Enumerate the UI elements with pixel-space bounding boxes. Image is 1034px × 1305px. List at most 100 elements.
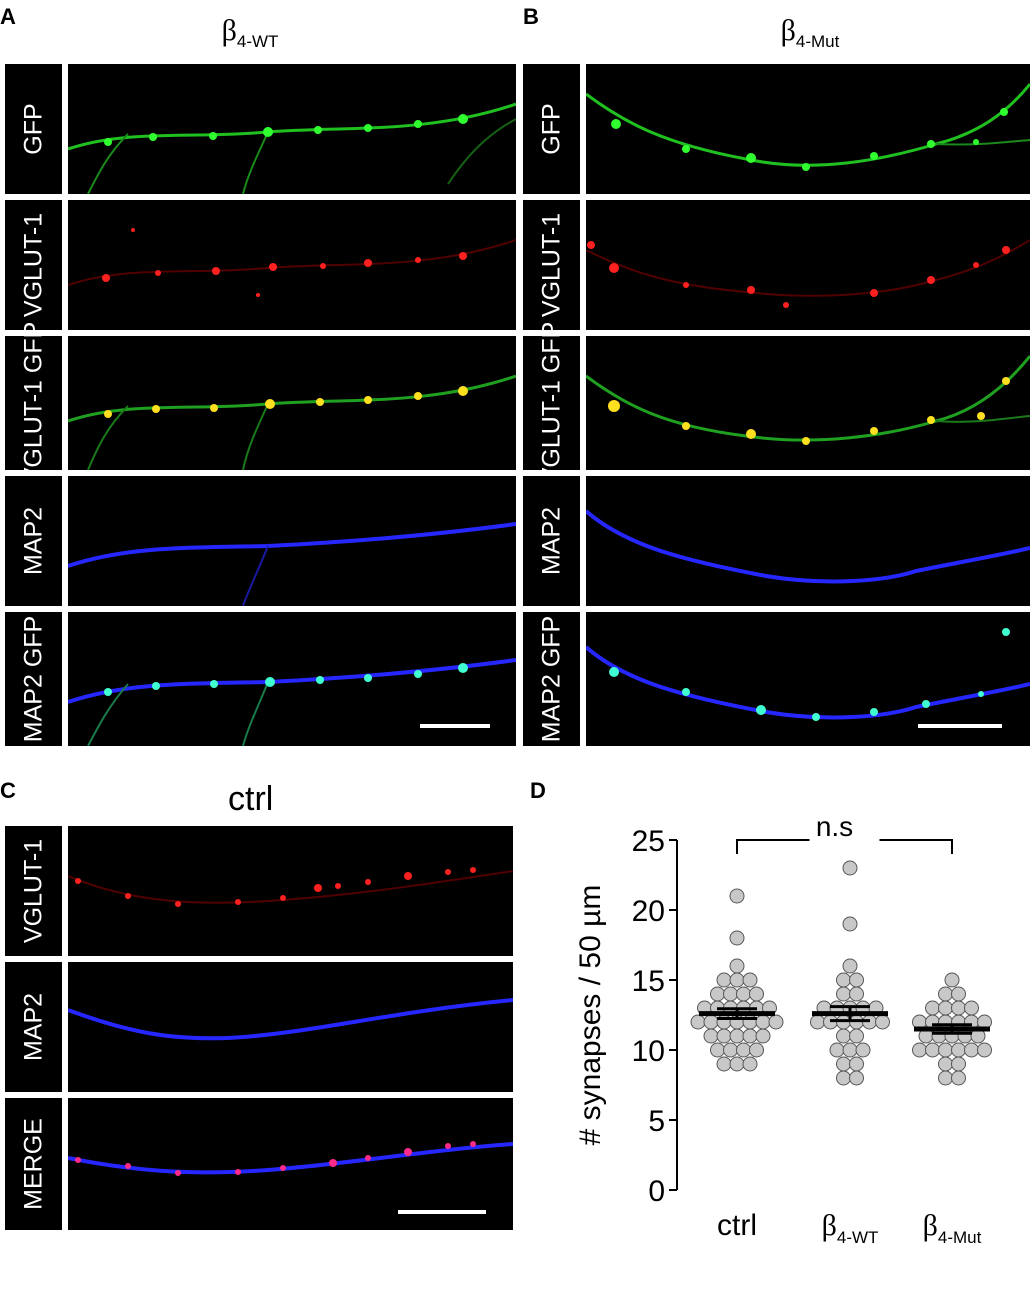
data-point <box>938 1056 953 1072</box>
data-point <box>951 1000 966 1016</box>
data-point <box>723 1042 738 1058</box>
data-point <box>729 888 745 904</box>
panel-letter-b: B <box>523 4 539 29</box>
data-point <box>849 1070 864 1086</box>
y-axis-label: # synapses / 50 µm <box>574 885 607 1146</box>
data-point <box>849 1028 864 1044</box>
data-point <box>749 1042 764 1058</box>
row-label: VGLUT-1 <box>523 200 580 330</box>
data-point <box>690 1014 706 1030</box>
data-point <box>755 1014 771 1030</box>
micrograph-a-vglut1 <box>68 200 516 330</box>
data-point <box>951 1056 966 1072</box>
data-point <box>729 972 745 988</box>
y-tick-label: 5 <box>648 1105 665 1138</box>
data-point <box>710 986 725 1002</box>
panel-letter-c: C <box>0 778 16 803</box>
significance-label: n.s <box>816 811 853 842</box>
data-point <box>829 1042 845 1058</box>
row-label: MERGE <box>5 1098 62 1230</box>
data-point <box>742 972 758 988</box>
row-label: MAP2 <box>5 962 62 1092</box>
row-label: VGLUT-1 <box>5 200 62 330</box>
data-point <box>729 1028 745 1044</box>
data-point <box>768 1014 784 1030</box>
micrograph-a-gfp <box>68 64 516 194</box>
micrograph-c-merge <box>68 1098 513 1230</box>
micrograph-b-map2-gfp <box>586 612 1030 746</box>
micrograph-b-merge <box>586 336 1030 470</box>
data-point <box>925 1000 940 1016</box>
data-point <box>716 972 732 988</box>
micrograph-b-map2 <box>586 476 1030 606</box>
micrograph-b-gfp <box>586 64 1030 194</box>
data-point <box>842 958 858 974</box>
row-label: MAP2 GFP <box>523 612 580 746</box>
x-tick-label: β4-WT <box>822 1209 879 1247</box>
data-point <box>875 1014 890 1030</box>
data-point <box>836 1056 851 1072</box>
data-point <box>964 1000 979 1016</box>
row-label: MAP2 <box>5 476 62 606</box>
data-point <box>836 986 851 1002</box>
data-point <box>755 1028 771 1044</box>
row-label: VGLUT-1 GFP <box>5 322 62 484</box>
row-label: VGLUT-1 <box>5 826 62 956</box>
data-point <box>810 1014 825 1030</box>
micrograph-a-map2-gfp <box>68 612 516 746</box>
data-point <box>977 1042 992 1058</box>
data-point <box>703 1028 719 1044</box>
panel-c-title: ctrl <box>228 780 274 818</box>
y-tick-label: 20 <box>632 895 665 928</box>
data-point <box>836 1028 851 1044</box>
micrograph-c-vglut1 <box>68 826 513 956</box>
data-point <box>849 986 864 1002</box>
data-point <box>925 1042 940 1058</box>
data-point <box>836 972 851 988</box>
data-point <box>742 1028 758 1044</box>
data-point <box>855 1042 871 1058</box>
data-point <box>836 1070 851 1086</box>
data-point <box>912 1042 927 1058</box>
y-tick-label: 15 <box>632 965 665 998</box>
data-point <box>964 1042 979 1058</box>
micrograph-a-merge <box>68 336 516 470</box>
row-label: MAP2 <box>523 476 580 606</box>
data-point <box>842 1042 858 1058</box>
data-point <box>951 1042 966 1058</box>
data-point <box>938 986 953 1002</box>
row-label: GFP <box>5 64 62 194</box>
panel-b-title: β4-Mut <box>780 14 840 51</box>
data-point <box>736 1042 751 1058</box>
data-point <box>716 1056 732 1072</box>
row-label: VGLUT-1 GFP <box>523 322 580 484</box>
data-point <box>849 1056 864 1072</box>
data-point <box>723 986 738 1002</box>
scale-bar <box>398 1210 486 1214</box>
data-point <box>842 916 858 932</box>
y-tick-label: 25 <box>632 825 665 858</box>
y-tick-label: 10 <box>632 1035 665 1068</box>
x-tick-label: ctrl <box>717 1209 757 1242</box>
y-tick-label: 0 <box>648 1175 665 1208</box>
data-point <box>944 972 960 988</box>
micrograph-b-vglut1 <box>586 200 1030 330</box>
row-label: GFP <box>523 64 580 194</box>
x-tick-label: β4-Mut <box>923 1209 982 1247</box>
data-point <box>729 1056 745 1072</box>
data-point <box>938 1000 953 1016</box>
scale-bar <box>918 724 1002 728</box>
data-point <box>710 1042 725 1058</box>
data-point <box>736 986 751 1002</box>
micrograph-a-map2 <box>68 476 516 606</box>
panel-a-title: β4-WT <box>221 14 279 51</box>
data-point <box>842 860 858 876</box>
data-point <box>951 1070 966 1086</box>
data-point <box>729 958 745 974</box>
data-point <box>729 930 745 946</box>
significance-mask <box>809 830 880 850</box>
data-point <box>742 1056 758 1072</box>
data-point <box>716 1028 732 1044</box>
scale-bar <box>420 724 490 728</box>
data-point <box>749 986 764 1002</box>
